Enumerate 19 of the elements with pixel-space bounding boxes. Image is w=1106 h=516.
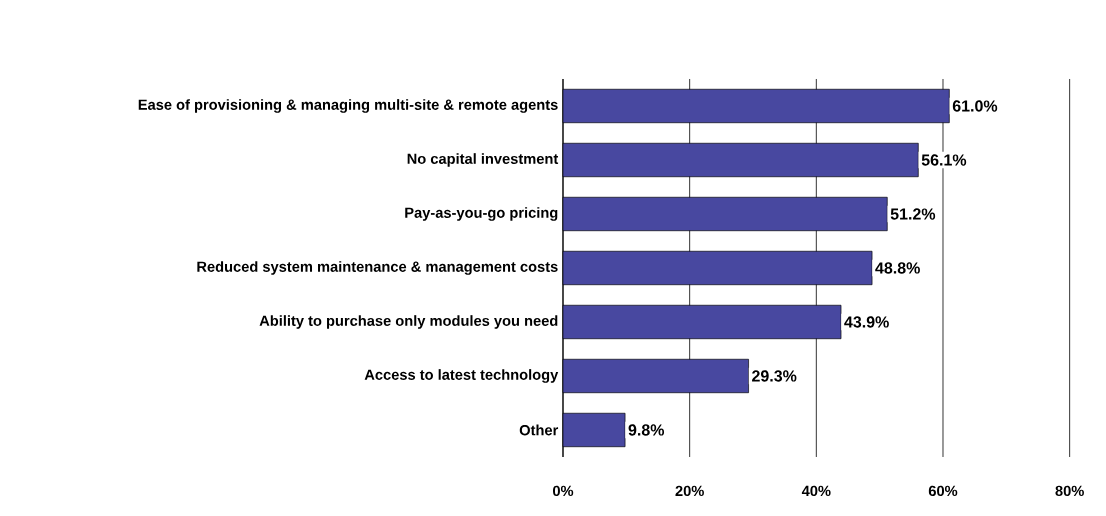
x-tick-label: 0% (552, 485, 574, 497)
data-label: 51.2% (890, 208, 936, 220)
data-label: 56.1% (921, 154, 967, 166)
x-tick-label: 40% (801, 485, 831, 497)
y-tick-label: Ease of provisioning & managing multi-site & remote agents (138, 99, 558, 113)
x-tick-label: 20% (675, 485, 704, 497)
x-tick-label: 60% (928, 485, 958, 497)
data-label: 61.0% (952, 100, 998, 112)
data-label: 29.3% (752, 370, 797, 382)
data-label: 43.9% (844, 316, 889, 328)
y-tick-label: Access to latest technology (364, 369, 559, 383)
y-tick-label: No capital investment (407, 153, 559, 167)
data-label: 9.8% (628, 424, 665, 436)
data-label: 48.8% (875, 262, 920, 274)
x-tick-label: 80% (1055, 485, 1084, 497)
y-tick-label: Pay-as-you-go pricing (405, 207, 558, 221)
y-tick-label: Other (519, 424, 559, 436)
y-tick-label: Ability to purchase only modules you need (259, 315, 558, 329)
y-tick-label: Reduced system maintenance & management costs (197, 261, 558, 275)
